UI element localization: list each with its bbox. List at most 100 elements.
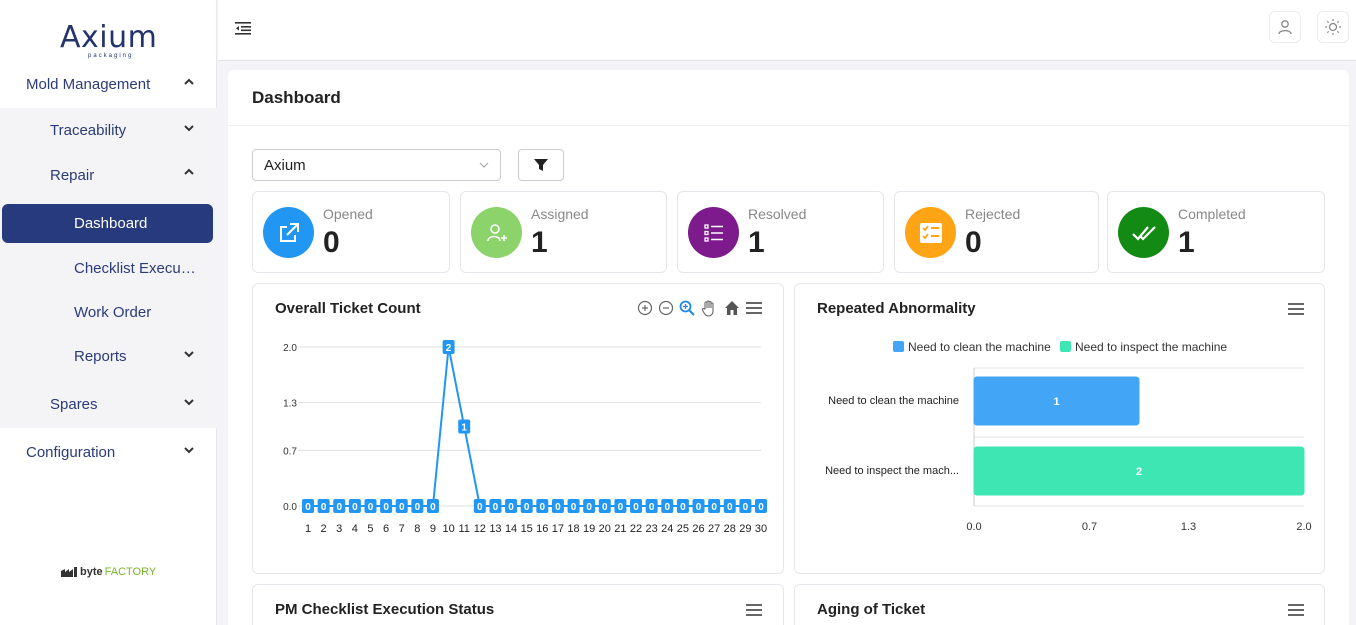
sidebar-item-work-order[interactable]: Work Order — [0, 290, 217, 334]
stat-card-completed[interactable]: Completed 1 — [1107, 191, 1325, 273]
x-tick-label: 2 — [321, 523, 327, 535]
x-tick-label: 19 — [583, 523, 595, 535]
x-tick-label: 9 — [430, 523, 436, 535]
plant-select[interactable]: Axium — [252, 149, 501, 181]
data-label-bg — [505, 499, 518, 513]
sidebar-item-reports[interactable]: Reports — [0, 334, 217, 378]
bar — [973, 376, 1140, 426]
list-icon — [688, 207, 739, 258]
stat-label: Assigned — [531, 206, 589, 222]
home-icon[interactable] — [723, 299, 741, 317]
data-label: 0 — [508, 502, 514, 513]
data-label: 0 — [571, 502, 577, 513]
chevron-up-icon — [184, 168, 194, 175]
overall-ticket-line-chart: 0.00.71.32.00102030405060708092101110120… — [283, 340, 767, 535]
card-title: Overall Ticket Count — [275, 300, 421, 317]
stat-value: 1 — [748, 226, 765, 259]
sidebar-item-label: Reports — [74, 347, 127, 365]
data-label: 0 — [586, 502, 592, 513]
x-tick-label: 4 — [352, 523, 358, 535]
x-tick-label: 16 — [536, 523, 548, 535]
x-tick-label: 0.7 — [1082, 521, 1097, 533]
stat-card-opened[interactable]: Opened 0 — [252, 191, 450, 273]
double-check-icon — [1118, 207, 1169, 258]
indent-menu-icon[interactable] — [235, 20, 253, 36]
data-label: 0 — [555, 502, 561, 513]
data-label-bg — [302, 499, 314, 513]
bytefactory-logo: byte FACTORY — [60, 566, 156, 578]
sidebar-item-checklist-execution[interactable]: Checklist Execution — [0, 246, 217, 290]
x-tick-label: 8 — [414, 523, 420, 535]
data-label: 0 — [524, 502, 530, 513]
data-label: 0 — [633, 502, 639, 513]
data-label-bg — [676, 499, 689, 513]
x-tick-label: 6 — [383, 523, 389, 535]
checklist-icon — [905, 207, 956, 258]
sidebar-item-mold-management[interactable]: Mold Management — [0, 62, 217, 106]
chart-menu-icon[interactable] — [1288, 303, 1304, 315]
sidebar-item-dashboard[interactable]: Dashboard — [2, 204, 213, 243]
x-tick-label: 1.3 — [1181, 521, 1196, 533]
factory-icon — [61, 567, 77, 577]
pan-hand-icon[interactable] — [700, 299, 718, 317]
x-tick-label: 7 — [399, 523, 405, 535]
data-label-bg — [755, 499, 767, 513]
data-label-bg — [567, 499, 580, 513]
card-title: Aging of Ticket — [817, 601, 926, 618]
data-label: 0 — [336, 502, 342, 513]
card-title: PM Checklist Execution Status — [275, 601, 495, 618]
data-label: 0 — [618, 502, 624, 513]
data-label: 2 — [446, 343, 452, 354]
data-label-bg — [520, 499, 533, 513]
theme-toggle-button[interactable] — [1317, 11, 1349, 43]
footer-brand-part2: FACTORY — [104, 566, 157, 578]
sidebar-item-configuration[interactable]: Configuration — [0, 430, 217, 474]
data-label: 0 — [680, 502, 686, 513]
stat-card-assigned[interactable]: Assigned 1 — [460, 191, 667, 273]
data-label-bg — [411, 499, 424, 513]
chevron-up-icon — [184, 78, 194, 85]
sidebar-item-traceability[interactable]: Traceability — [0, 108, 217, 152]
footer-brand-part1: byte — [80, 566, 103, 578]
x-tick-label: 5 — [367, 523, 373, 535]
chart-menu-icon[interactable] — [1288, 604, 1304, 616]
y-tick-label: 1.3 — [283, 399, 297, 410]
data-label-bg — [364, 499, 377, 513]
x-tick-label: 20 — [599, 523, 611, 535]
zoom-in-icon[interactable] — [637, 300, 653, 316]
x-tick-label: 25 — [677, 523, 689, 535]
sidebar-item-repair[interactable]: Repair — [0, 152, 217, 204]
data-label-bg — [645, 499, 658, 513]
main-panel: Dashboard Axium Opened 0 Assigned 1 Reso… — [228, 70, 1349, 625]
logo-text: Axium — [60, 20, 158, 55]
stat-card-resolved[interactable]: Resolved 1 — [677, 191, 884, 273]
sidebar-item-spares[interactable]: Spares — [0, 382, 217, 426]
sidebar-item-label: Work Order — [74, 303, 152, 321]
data-label-bg — [317, 499, 330, 513]
zoom-out-icon[interactable] — [658, 300, 674, 316]
legend-label: Need to clean the machine — [908, 340, 1051, 354]
bulb-icon — [1325, 19, 1341, 35]
data-label: 0 — [493, 502, 499, 513]
data-label-bg — [739, 499, 752, 513]
filter-button[interactable] — [518, 149, 564, 181]
data-label: 0 — [711, 502, 717, 513]
bar — [973, 446, 1305, 496]
x-tick-label: 18 — [567, 523, 579, 535]
axium-logo[interactable]: Axium packaging — [60, 22, 160, 62]
sidebar-item-label: Repair — [50, 167, 95, 184]
chevron-down-icon — [184, 125, 194, 132]
profile-button[interactable] — [1269, 11, 1301, 43]
data-label-bg — [458, 419, 471, 434]
stat-value: 1 — [1178, 226, 1195, 259]
chevron-down-icon — [184, 351, 194, 358]
x-tick-label: 24 — [661, 523, 673, 535]
chart-menu-icon[interactable] — [746, 302, 762, 314]
zoom-select-icon[interactable] — [679, 300, 695, 316]
stat-card-rejected[interactable]: Rejected 0 — [894, 191, 1099, 273]
x-tick-label: 13 — [489, 523, 501, 535]
chart-menu-icon[interactable] — [746, 604, 762, 616]
data-label-bg — [426, 499, 439, 513]
plant-select-value: Axium — [264, 156, 306, 174]
data-label-bg — [723, 499, 736, 513]
